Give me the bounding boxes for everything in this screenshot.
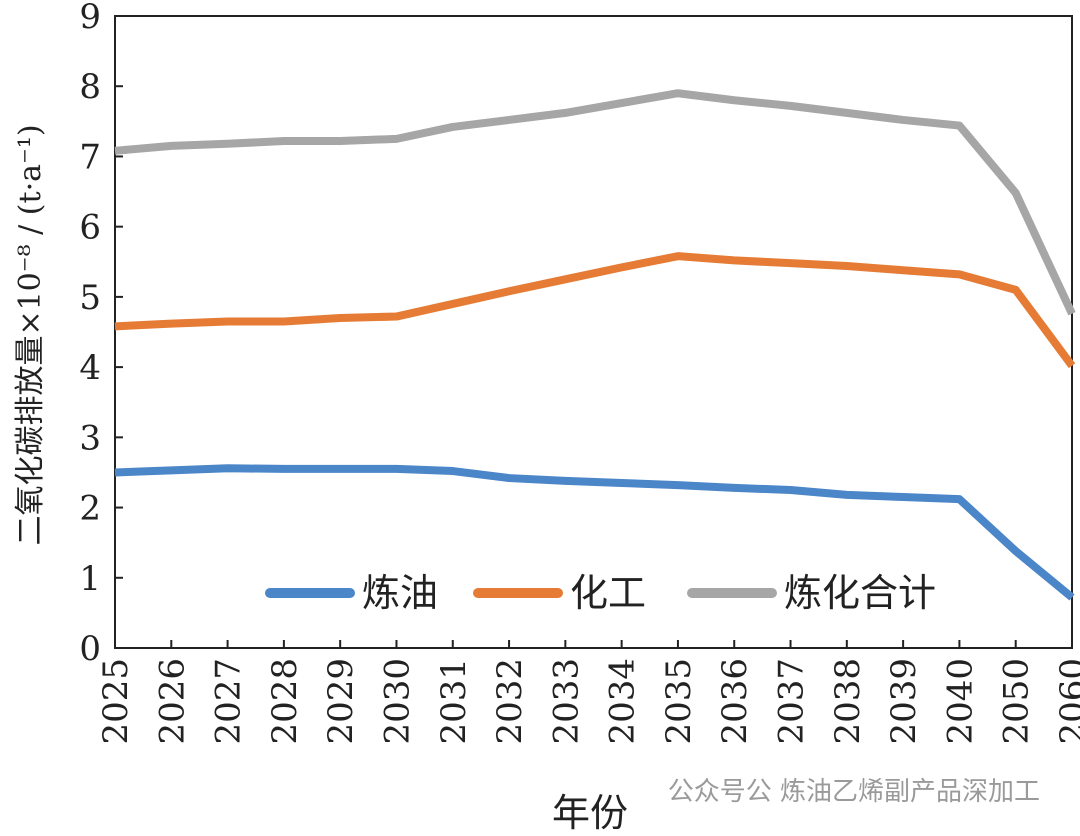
x-tick-label: 2036 — [715, 658, 755, 745]
y-tick-label: 0 — [79, 629, 101, 669]
series-line — [114, 252, 1076, 369]
legend-label: 化工 — [570, 571, 646, 615]
legend-label: 炼化合计 — [784, 571, 936, 615]
x-tick-label: 2031 — [434, 658, 474, 745]
legend: 炼油 化工 炼化合计 — [265, 571, 936, 615]
axes: 0 1 2 3 4 5 6 7 8 9 2025 2026 2027 2028 2029 2030 2031 20… — [79, 0, 1080, 745]
x-tick-label: 2029 — [321, 658, 361, 745]
y-tick-label: 5 — [79, 278, 101, 318]
series-3 — [114, 89, 1076, 316]
y-tick-label: 1 — [79, 559, 101, 599]
x-tick-label: 2038 — [828, 658, 868, 745]
x-tick-label: 2032 — [490, 658, 530, 745]
x-tick-label: 2037 — [772, 658, 812, 745]
series-lines — [114, 89, 1076, 601]
legend-label: 炼油 — [362, 571, 438, 615]
x-tick-label: 2050 — [997, 658, 1037, 745]
x-tick-label: 2033 — [546, 658, 586, 745]
watermark-text: 公众号公 炼油乙烯副产品深加工 — [668, 777, 1040, 807]
x-tick-label: 2025 — [96, 658, 136, 745]
series-2 — [114, 252, 1076, 369]
y-tick-label: 9 — [79, 0, 101, 37]
series-1 — [114, 464, 1075, 601]
series-line — [114, 464, 1075, 601]
x-tick-label: 2040 — [940, 658, 980, 745]
x-axis-label: 年份 — [552, 791, 628, 835]
y-tick-label: 7 — [79, 137, 101, 177]
x-tick-label: 2034 — [603, 658, 643, 745]
x-tick-label: 2026 — [152, 658, 192, 745]
y-axis-label: 二氧化碳排放量×10⁻⁸ / (t·a⁻¹) — [13, 124, 48, 545]
x-tick-label: 2030 — [377, 658, 417, 745]
x-tick-label: 2039 — [884, 658, 924, 745]
y-tick-label: 6 — [79, 208, 101, 248]
plot-frame — [114, 15, 1073, 649]
series-line — [114, 89, 1076, 316]
y-tick-label: 8 — [79, 67, 101, 107]
y-tick-label: 2 — [79, 489, 101, 529]
x-tick-label: 2027 — [209, 658, 249, 745]
y-tick-label: 4 — [79, 348, 101, 388]
y-tick-label: 3 — [79, 418, 101, 458]
x-tick-label: 2060 — [1053, 658, 1080, 745]
x-tick-label: 2028 — [265, 658, 305, 745]
x-tick-label: 2035 — [659, 658, 699, 745]
